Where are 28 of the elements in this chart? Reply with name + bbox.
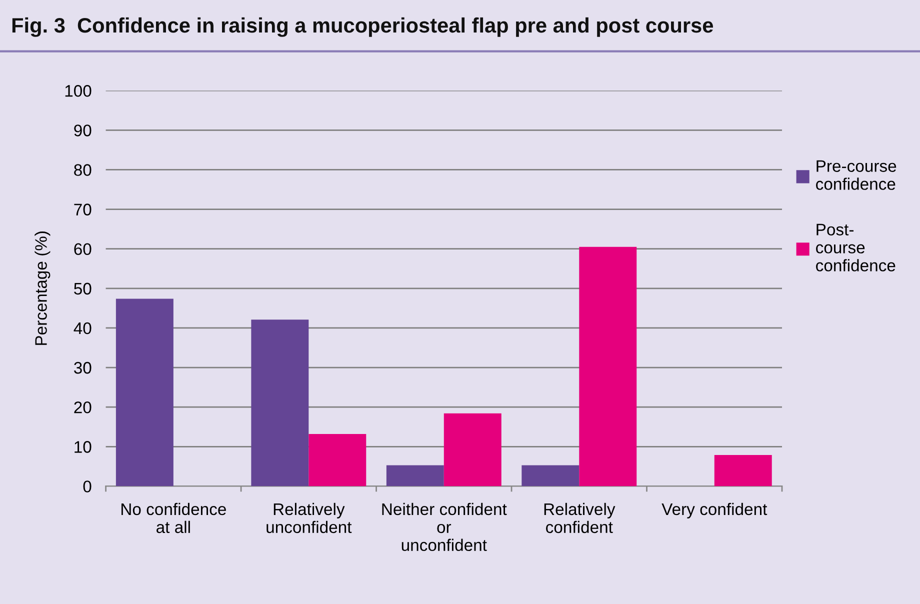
y-tick-label: 90 xyxy=(74,124,92,136)
y-axis-title: Percentage (%) xyxy=(34,232,50,345)
y-tick-label: 100 xyxy=(65,85,92,97)
y-tick-label: 60 xyxy=(74,243,92,256)
bar xyxy=(386,465,444,486)
y-tick-label: 30 xyxy=(74,362,92,374)
bar xyxy=(522,465,580,486)
legend-label: Pre-course confidence xyxy=(816,160,896,190)
chart-title: Fig. 3 Confidence in raising a mucoperiosteal flap pre and post course xyxy=(12,17,714,37)
y-tick-label: 10 xyxy=(74,441,92,453)
bar xyxy=(444,413,502,486)
x-tick-label: Relatively unconfident xyxy=(266,502,352,534)
y-tick-label: 80 xyxy=(74,164,92,176)
legend-label: Post- course confidence xyxy=(816,224,896,272)
x-tick-label: Neither confident or unconfident xyxy=(382,502,507,552)
y-tick-label: 70 xyxy=(74,204,92,216)
bar xyxy=(308,434,366,486)
bar xyxy=(251,320,309,486)
y-tick-label: 40 xyxy=(74,322,92,334)
x-tick-label: Very confident xyxy=(662,502,768,518)
y-tick-label: 0 xyxy=(83,480,92,492)
y-tick-label: 20 xyxy=(74,401,92,414)
bar xyxy=(714,454,772,486)
x-tick-label: Relatively confident xyxy=(544,502,616,534)
bar xyxy=(116,298,174,486)
y-tick-label: 50 xyxy=(74,282,92,295)
x-tick-label: No confidence at all xyxy=(122,502,226,534)
bar xyxy=(579,246,637,486)
